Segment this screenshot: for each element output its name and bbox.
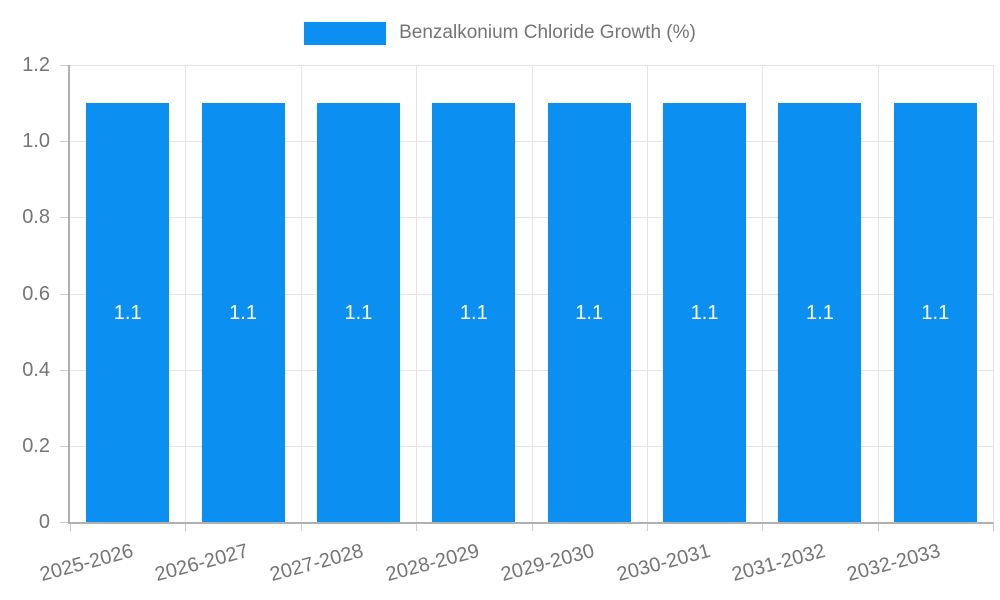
bar-value-label: 1.1: [113, 301, 142, 324]
gridline-x-8: [993, 65, 994, 522]
ytick-mark-0.8: [60, 217, 70, 219]
bar-value-label: 1.1: [690, 301, 719, 324]
bar-2026-2027[interactable]: [201, 103, 285, 522]
bar-value-label: 1.1: [806, 301, 834, 324]
legend-label[interactable]: Benzalkonium Chloride Growth (%): [399, 22, 696, 43]
bar-value-label: 1.1: [459, 301, 488, 324]
bar-value-label: 1.1: [344, 301, 373, 324]
ytick-mark-0.4: [60, 369, 70, 371]
x-axis-line: [68, 522, 993, 524]
xtick-mark-7: [877, 522, 879, 531]
bar-2025-2026[interactable]: [86, 103, 170, 522]
ytick-mark-1.2: [60, 65, 70, 66]
x-axis-tick-label: 2032-2033: [844, 540, 944, 587]
bar-2027-2028[interactable]: [316, 103, 400, 522]
xtick-mark-4: [531, 522, 533, 531]
y-axis-tick-label: 0.8: [22, 206, 50, 229]
y-axis-line: [68, 65, 70, 522]
x-axis-tick-label: 2030-2031: [614, 540, 713, 587]
y-axis-tick-label: 0: [38, 511, 50, 533]
bar-value-label: 1.1: [229, 301, 257, 324]
legend-swatch[interactable]: [304, 21, 387, 45]
bar-2029-2030[interactable]: [547, 103, 631, 522]
bar-value-label: 1.1: [575, 301, 604, 324]
x-axis-tick-label: 2031-2032: [729, 540, 828, 587]
legend[interactable]: Benzalkonium Chloride Growth (%): [0, 18, 1000, 48]
xtick-mark-3: [416, 522, 418, 531]
xtick-mark-2: [300, 522, 302, 531]
xtick-mark-6: [762, 522, 764, 531]
y-axis-tick-label: 1.2: [22, 54, 50, 76]
y-axis-tick-label: 0.4: [22, 358, 50, 381]
gridline-x-2: [300, 65, 302, 522]
xtick-mark-0: [70, 522, 71, 531]
bar-2031-2032[interactable]: [778, 103, 862, 522]
gridline-x-3: [416, 65, 418, 522]
ytick-mark-0: [60, 522, 70, 523]
xtick-mark-5: [646, 522, 648, 531]
x-axis-tick-label: 2026-2027: [152, 540, 251, 587]
bar-2030-2031[interactable]: [663, 103, 747, 522]
x-axis-tick-label: 2029-2030: [498, 540, 597, 587]
bar-2028-2029[interactable]: [432, 103, 516, 522]
gridline-x-1: [185, 65, 187, 522]
ytick-mark-0.2: [60, 445, 70, 447]
y-axis-tick-label: 0.6: [22, 282, 50, 305]
bar-2032-2033[interactable]: [893, 103, 977, 522]
y-axis-tick-label: 1.0: [22, 130, 50, 153]
x-axis-tick-label: 2027-2028: [268, 540, 367, 587]
x-axis-tick-label: 2025-2026: [37, 540, 136, 587]
xtick-mark-1: [185, 522, 187, 531]
ytick-mark-0.6: [60, 293, 70, 295]
gridline-x-4: [531, 65, 533, 522]
gridline-x-7: [877, 65, 879, 522]
gridline-x-6: [762, 65, 764, 522]
bar-value-label: 1.1: [921, 301, 950, 324]
xtick-mark-8: [993, 522, 994, 531]
x-axis-tick-label: 2028-2029: [383, 540, 482, 587]
y-axis-tick-label: 0.2: [22, 434, 50, 457]
ytick-mark-1.0: [60, 141, 70, 143]
gridline-x-5: [646, 65, 648, 522]
